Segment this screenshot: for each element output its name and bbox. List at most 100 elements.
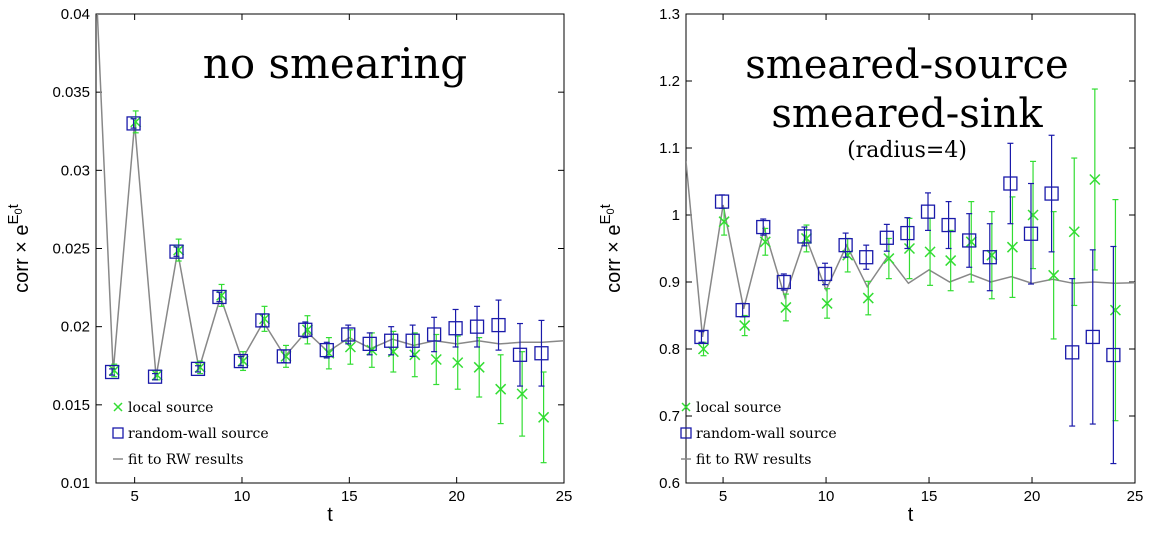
rw-point <box>405 324 420 357</box>
rw-marker <box>469 319 485 334</box>
rw-marker <box>900 225 915 241</box>
rw-point <box>298 321 313 339</box>
local-point <box>387 330 399 373</box>
x-tick-label: 10 <box>818 488 835 505</box>
rw-marker <box>735 302 750 318</box>
rw-point <box>838 232 853 258</box>
rw-point <box>1106 245 1121 465</box>
rw-point <box>920 192 936 232</box>
rw-point <box>1044 134 1059 253</box>
legend-swatch-rw <box>680 427 692 439</box>
y-tick-label: 0.02 <box>61 319 90 336</box>
local-marker <box>151 369 163 381</box>
legend-swatch-rw <box>112 427 124 439</box>
rw-marker <box>920 204 936 219</box>
rw-point <box>1085 249 1100 425</box>
rw-point <box>900 217 915 250</box>
local-point <box>1089 88 1101 271</box>
rw-marker <box>233 353 249 369</box>
local-point <box>780 293 792 322</box>
local-marker <box>1068 226 1080 238</box>
rw-point <box>276 349 291 364</box>
legend-swatch-local <box>113 402 123 412</box>
local-point <box>759 227 771 256</box>
rw-point <box>817 262 833 286</box>
rw-marker <box>169 244 184 259</box>
local-marker <box>216 289 228 301</box>
rw-marker <box>534 346 549 361</box>
legend-label: random-wall source <box>128 426 269 442</box>
y-axis-label-sup: E <box>5 214 22 224</box>
rw-marker <box>362 336 377 352</box>
y-axis-label-sup2: t <box>597 203 614 208</box>
local-marker <box>1109 304 1121 316</box>
rw-point <box>735 302 750 318</box>
local-point <box>800 224 813 253</box>
plot-area <box>96 14 564 464</box>
local-point <box>452 335 464 390</box>
rw-point <box>255 313 270 328</box>
rw-point <box>384 326 399 356</box>
rw-point <box>169 244 184 259</box>
rw-point <box>104 364 120 380</box>
y-tick-label: 0.8 <box>659 341 680 358</box>
local-point <box>739 314 751 337</box>
y-tick-label: 0.7 <box>659 408 680 425</box>
rw-marker <box>694 329 709 345</box>
legend-swatch-local <box>681 402 691 412</box>
rw-point <box>319 341 334 359</box>
local-point <box>108 363 120 378</box>
y-axis-label: corr × eE0t <box>597 203 625 293</box>
rw-marker <box>512 347 528 362</box>
local-marker <box>194 361 206 373</box>
local-marker <box>800 232 813 244</box>
local-marker <box>759 236 771 248</box>
local-marker <box>1027 209 1039 221</box>
rw-point <box>879 223 894 252</box>
legend-label: random-wall source <box>696 426 837 442</box>
plot-area <box>686 88 1135 465</box>
rw-point <box>797 226 812 247</box>
rw-marker <box>276 349 291 364</box>
y-axis-label-base: corr × e <box>603 224 625 292</box>
rw-point <box>859 244 874 270</box>
x-tick-label: 15 <box>341 488 358 505</box>
local-marker <box>108 364 120 376</box>
rw-point <box>756 218 771 236</box>
y-tick-label: 0.025 <box>52 241 90 258</box>
rw-marker <box>817 266 833 282</box>
local-marker <box>237 355 249 367</box>
x-tick-label: 5 <box>130 488 138 505</box>
rw-marker <box>126 116 141 131</box>
chart-subtitle: (radius=4) <box>847 138 967 163</box>
fit-line <box>686 161 1135 338</box>
y-tick-label: 1.1 <box>659 140 680 157</box>
rw-point <box>1003 142 1018 225</box>
rw-marker <box>319 342 334 358</box>
rw-point <box>941 201 956 250</box>
y-axis-label-sup2: t <box>5 203 22 208</box>
x-tick-label: 10 <box>234 488 251 505</box>
y-tick-label: 0.04 <box>61 6 90 23</box>
x-tick-label: 25 <box>1127 488 1144 505</box>
rw-point <box>982 223 997 292</box>
local-point <box>1027 160 1039 270</box>
y-tick-label: 1.2 <box>659 73 680 90</box>
local-point <box>1006 196 1018 299</box>
rw-point <box>694 329 709 345</box>
rw-marker <box>405 333 420 348</box>
local-marker <box>1048 269 1060 281</box>
local-marker <box>883 253 895 265</box>
local-marker <box>986 249 998 261</box>
y-tick-label: 0.015 <box>52 397 90 414</box>
x-tick-label: 25 <box>556 488 573 505</box>
rw-marker <box>384 333 399 348</box>
x-tick-label: 5 <box>719 488 727 505</box>
rw-point <box>362 332 377 356</box>
rw-marker <box>982 250 997 265</box>
legend: local source random-wall source fit to RW … <box>112 400 269 468</box>
rw-point <box>491 299 506 351</box>
y-tick-label: 0.9 <box>659 274 680 291</box>
rw-marker <box>776 274 791 290</box>
